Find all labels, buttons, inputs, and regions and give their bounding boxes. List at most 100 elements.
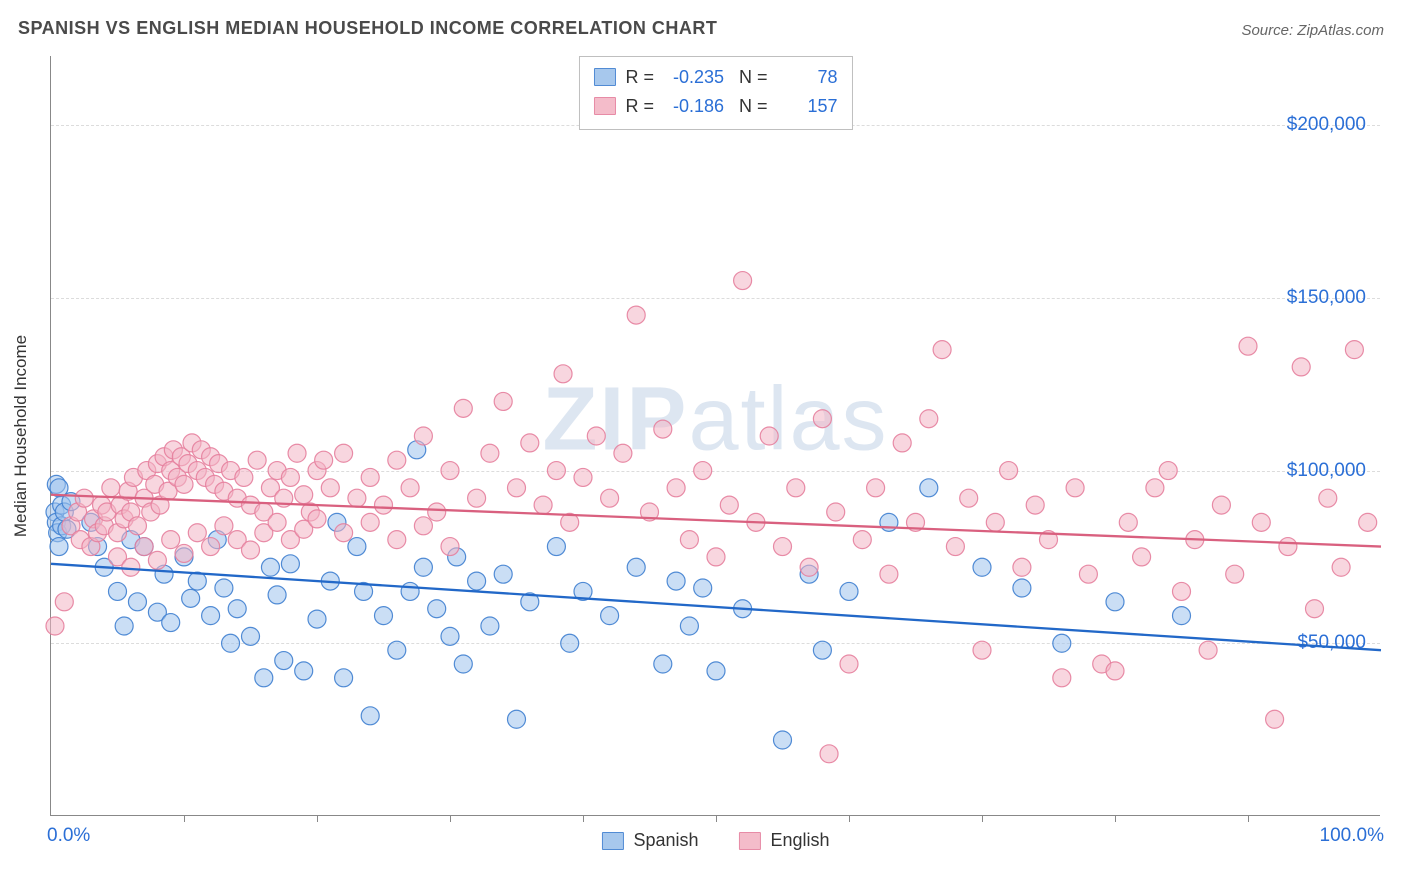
data-point-spanish: [428, 600, 446, 618]
legend-label: Spanish: [633, 830, 698, 851]
data-point-english: [1239, 337, 1257, 355]
data-point-spanish: [275, 652, 293, 670]
data-point-english: [335, 444, 353, 462]
data-point-english: [587, 427, 605, 445]
data-point-english: [388, 451, 406, 469]
data-point-english: [813, 410, 831, 428]
data-point-english: [441, 462, 459, 480]
data-point-english: [288, 444, 306, 462]
stat-R-value: -0.186: [664, 92, 724, 121]
data-point-english: [574, 468, 592, 486]
data-point-english: [1133, 548, 1151, 566]
data-point-spanish: [308, 610, 326, 628]
data-point-spanish: [680, 617, 698, 635]
data-point-english: [734, 272, 752, 290]
data-point-english: [1226, 565, 1244, 583]
data-point-english: [1212, 496, 1230, 514]
data-point-english: [601, 489, 619, 507]
data-point-english: [428, 503, 446, 521]
data-point-english: [1266, 710, 1284, 728]
data-point-english: [1319, 489, 1337, 507]
data-point-english: [315, 451, 333, 469]
data-point-english: [694, 462, 712, 480]
data-point-english: [321, 479, 339, 497]
data-point-spanish: [840, 582, 858, 600]
data-point-english: [554, 365, 572, 383]
data-point-english: [614, 444, 632, 462]
data-point-spanish: [228, 600, 246, 618]
data-point-english: [1013, 558, 1031, 576]
data-point-spanish: [128, 593, 146, 611]
data-point-english: [175, 544, 193, 562]
data-point-spanish: [627, 558, 645, 576]
data-point-english: [986, 513, 1004, 531]
data-point-english: [242, 541, 260, 559]
data-point-spanish: [295, 662, 313, 680]
data-point-spanish: [414, 558, 432, 576]
chart-svg: [51, 56, 1380, 815]
data-point-spanish: [215, 579, 233, 597]
data-point-spanish: [268, 586, 286, 604]
data-point-spanish: [222, 634, 240, 652]
stats-row-english: R = -0.186 N = 157: [593, 92, 837, 121]
data-point-spanish: [1106, 593, 1124, 611]
data-point-english: [1252, 513, 1270, 531]
data-point-spanish: [255, 669, 273, 687]
data-point-english: [162, 531, 180, 549]
data-point-spanish: [813, 641, 831, 659]
data-point-english: [654, 420, 672, 438]
data-point-english: [1173, 582, 1191, 600]
data-point-spanish: [361, 707, 379, 725]
data-point-english: [1306, 600, 1324, 618]
stat-N-label: N =: [734, 92, 768, 121]
data-point-spanish: [348, 538, 366, 556]
data-point-spanish: [667, 572, 685, 590]
data-point-english: [760, 427, 778, 445]
swatch-icon: [739, 832, 761, 850]
data-point-english: [454, 399, 472, 417]
data-point-english: [1279, 538, 1297, 556]
data-point-english: [1345, 341, 1363, 359]
data-point-spanish: [973, 558, 991, 576]
data-point-spanish: [547, 538, 565, 556]
data-point-english: [1066, 479, 1084, 497]
data-point-english: [1106, 662, 1124, 680]
data-point-spanish: [281, 555, 299, 573]
data-point-spanish: [182, 589, 200, 607]
stat-N-value: 157: [778, 92, 838, 121]
data-point-english: [468, 489, 486, 507]
stats-box: R = -0.235 N = 78 R = -0.186 N = 157: [578, 56, 852, 130]
data-point-english: [547, 462, 565, 480]
data-point-english: [481, 444, 499, 462]
data-point-english: [388, 531, 406, 549]
stat-N-value: 78: [778, 63, 838, 92]
data-point-english: [680, 531, 698, 549]
data-point-english: [46, 617, 64, 635]
data-point-spanish: [707, 662, 725, 680]
data-point-english: [720, 496, 738, 514]
data-point-english: [534, 496, 552, 514]
data-point-spanish: [242, 627, 260, 645]
data-point-spanish: [1013, 579, 1031, 597]
data-point-english: [202, 538, 220, 556]
swatch-icon: [593, 68, 615, 86]
chart-title: SPANISH VS ENGLISH MEDIAN HOUSEHOLD INCO…: [18, 18, 717, 39]
data-point-spanish: [109, 582, 127, 600]
data-point-english: [361, 513, 379, 531]
data-point-english: [1359, 513, 1377, 531]
data-point-english: [215, 517, 233, 535]
data-point-english: [667, 479, 685, 497]
data-point-spanish: [601, 607, 619, 625]
data-point-english: [787, 479, 805, 497]
x-axis-min-label: 0.0%: [47, 825, 90, 847]
data-point-english: [128, 517, 146, 535]
data-point-english: [401, 479, 419, 497]
data-point-english: [102, 479, 120, 497]
data-point-english: [840, 655, 858, 673]
data-point-spanish: [920, 479, 938, 497]
data-point-english: [1199, 641, 1217, 659]
data-point-spanish: [1053, 634, 1071, 652]
data-point-english: [375, 496, 393, 514]
data-point-spanish: [115, 617, 133, 635]
source-attribution: Source: ZipAtlas.com: [1241, 22, 1384, 39]
